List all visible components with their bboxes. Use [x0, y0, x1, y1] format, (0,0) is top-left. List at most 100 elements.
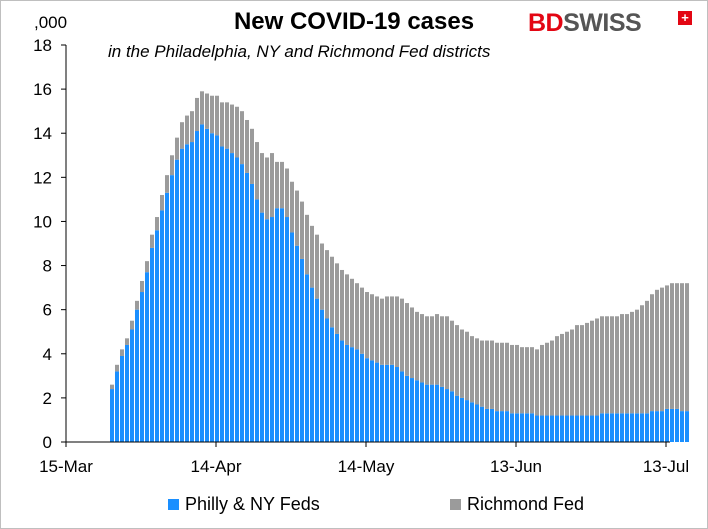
bar-richmond	[225, 102, 229, 149]
bar-philly-ny	[180, 148, 184, 442]
bar-richmond	[445, 316, 449, 390]
bar-philly-ny	[235, 157, 239, 442]
y-tick-label: 10	[33, 212, 52, 231]
bar-philly-ny	[385, 364, 389, 442]
bar-richmond	[440, 316, 444, 387]
bar-richmond	[270, 153, 274, 218]
bar-philly-ny	[605, 413, 609, 442]
bar-richmond	[655, 289, 659, 412]
bar-philly-ny	[540, 415, 544, 442]
bar-philly-ny	[610, 413, 614, 442]
bar-philly-ny	[255, 199, 259, 442]
bar-richmond	[520, 347, 524, 414]
bar-philly-ny	[430, 384, 434, 442]
bar-philly-ny	[655, 411, 659, 442]
bar-richmond	[555, 336, 559, 416]
bar-richmond	[455, 325, 459, 396]
bar-richmond	[190, 111, 194, 143]
bdswiss-logo: BDSWISS	[528, 9, 642, 38]
bar-richmond	[195, 97, 199, 132]
bar-richmond	[310, 225, 314, 288]
bar-philly-ny	[335, 333, 339, 442]
bar-philly-ny	[620, 413, 624, 442]
bar-richmond	[115, 364, 119, 372]
bar-philly-ny	[560, 415, 564, 442]
bar-richmond	[500, 342, 504, 412]
bar-philly-ny	[475, 404, 479, 442]
bar-philly-ny	[650, 411, 654, 442]
bar-philly-ny	[600, 413, 604, 442]
x-tick-label: 15-Mar	[39, 457, 93, 476]
bar-richmond	[460, 329, 464, 398]
bar-philly-ny	[185, 144, 189, 442]
bar-richmond	[325, 250, 329, 319]
bar-philly-ny	[140, 292, 144, 442]
y-tick-label: 16	[33, 80, 52, 99]
bar-richmond	[505, 342, 509, 412]
bar-philly-ny	[330, 327, 334, 442]
bar-philly-ny	[225, 148, 229, 442]
chart-subtitle: in the Philadelphia, NY and Richmond Fed…	[108, 42, 491, 61]
bar-philly-ny	[670, 408, 674, 442]
legend-item-richmond: Richmond Fed	[450, 494, 584, 515]
bar-philly-ny	[455, 395, 459, 442]
bar-richmond	[545, 342, 549, 416]
bar-philly-ny	[145, 272, 149, 442]
bar-richmond	[205, 93, 209, 129]
bar-philly-ny	[615, 413, 619, 442]
logo-bd: BD	[528, 9, 564, 37]
bar-richmond	[595, 318, 599, 416]
bar-richmond	[165, 175, 169, 193]
bar-philly-ny	[520, 413, 524, 442]
bar-philly-ny	[440, 386, 444, 442]
bar-richmond	[565, 331, 569, 416]
bar-philly-ny	[435, 384, 439, 442]
bar-richmond	[410, 307, 414, 379]
bar-philly-ny	[245, 172, 249, 442]
bar-richmond	[525, 347, 529, 414]
bar-richmond	[385, 296, 389, 365]
bar-richmond	[450, 320, 454, 392]
bar-richmond	[475, 338, 479, 405]
bar-richmond	[615, 316, 619, 414]
bar-richmond	[665, 285, 669, 409]
bar-philly-ny	[110, 389, 114, 442]
bar-philly-ny	[285, 217, 289, 442]
bar-philly-ny	[405, 375, 409, 442]
bar-richmond	[585, 322, 589, 416]
bar-richmond	[420, 314, 424, 383]
bar-richmond	[430, 316, 434, 385]
bar-richmond	[110, 384, 114, 390]
bar-philly-ny	[665, 408, 669, 442]
bar-philly-ny	[390, 364, 394, 442]
bar-philly-ny	[365, 358, 369, 442]
bar-richmond	[675, 283, 679, 409]
bar-philly-ny	[585, 415, 589, 442]
bar-richmond	[200, 91, 204, 125]
bar-richmond	[235, 106, 239, 158]
bar-richmond	[330, 256, 334, 328]
bar-richmond	[280, 161, 284, 209]
bar-richmond	[365, 292, 369, 359]
bar-philly-ny	[320, 309, 324, 442]
bar-philly-ny	[370, 360, 374, 442]
bar-richmond	[230, 104, 234, 154]
bar-richmond	[140, 280, 144, 293]
bar-richmond	[250, 128, 254, 184]
bar-philly-ny	[545, 415, 549, 442]
bar-richmond	[135, 300, 139, 310]
bar-richmond	[395, 296, 399, 368]
bar-philly-ny	[400, 371, 404, 442]
bar-philly-ny	[685, 411, 689, 442]
bar-philly-ny	[270, 217, 274, 442]
bar-richmond	[650, 294, 654, 412]
bar-philly-ny	[305, 274, 309, 442]
bar-richmond	[350, 278, 354, 348]
legend-item-philly-ny: Philly & NY Feds	[168, 494, 320, 515]
bar-richmond	[540, 344, 544, 416]
chart-title: New COVID-19 cases	[233, 8, 475, 35]
bar-richmond	[645, 300, 649, 414]
bar-philly-ny	[195, 131, 199, 442]
bar-philly-ny	[480, 406, 484, 442]
bar-philly-ny	[470, 402, 474, 442]
